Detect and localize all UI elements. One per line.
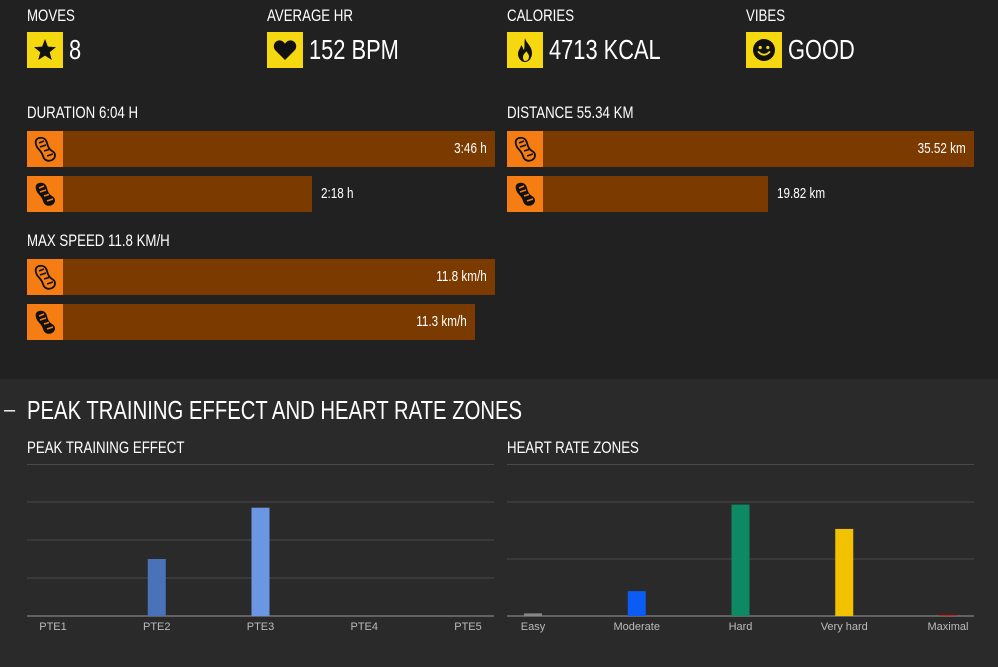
tick-label: Hard [729, 621, 753, 633]
left-footprint-icon [27, 131, 63, 167]
bar-easy[interactable] [524, 613, 542, 616]
tick-label: Maximal [928, 621, 969, 633]
right-footprint-icon [27, 304, 63, 340]
star-icon [27, 31, 63, 68]
bar-pte3[interactable] [251, 507, 270, 616]
bar-moderate[interactable] [627, 591, 646, 616]
tick-label: Easy [521, 621, 546, 633]
duration-bar-right: 2:18 h [27, 176, 354, 212]
stat-label: AVERAGE HR [267, 6, 353, 25]
stat-label: VIBES [746, 6, 786, 25]
bar-hard[interactable] [731, 504, 750, 616]
bar-value: 2:18 h [321, 185, 354, 202]
stat-label: MOVES [27, 6, 75, 25]
stat-label: CALORIES [507, 6, 575, 25]
stat-value: 152 BPM [309, 34, 399, 65]
stat-average-hr: AVERAGE HR 152 BPM [267, 6, 424, 68]
tick-label: PTE2 [143, 621, 171, 633]
right-footprint-icon [27, 176, 63, 212]
collapse-toggle[interactable]: – [4, 399, 16, 421]
chart-title-rule [27, 464, 494, 465]
smiley-icon [746, 31, 782, 68]
distance-bar-right: 19.82 km [507, 176, 825, 212]
max-speed-bar-left: 11.8 km/h [27, 259, 495, 295]
peak-training-effect-chart: PTE1 PTE2 PTE3 PTE4 PTE5 [27, 501, 494, 633]
stat-vibes: VIBES GOOD [746, 6, 874, 68]
distance-label: DISTANCE 55.34 KM [507, 103, 634, 122]
bar-value: 11.8 km/h [436, 268, 487, 285]
bar-pte2[interactable] [147, 559, 166, 616]
tick-label: Moderate [614, 621, 660, 633]
duration-label: DURATION 6:04 H [27, 103, 139, 122]
duration-bar-left: 3:46 h [27, 131, 495, 167]
chart-title-pte: PEAK TRAINING EFFECT [27, 438, 185, 457]
distance-bar-left: 35.52 km [507, 131, 974, 167]
tick-label: PTE4 [350, 621, 378, 633]
stat-value: 4713 KCAL [549, 34, 661, 65]
stat-calories: CALORIES 4713 KCAL [507, 6, 692, 68]
stat-value: 8 [69, 34, 82, 65]
right-footprint-icon [507, 176, 543, 212]
max-speed-label: MAX SPEED 11.8 KM/H [27, 231, 170, 250]
section-title: PEAK TRAINING EFFECT AND HEART RATE ZONE… [27, 395, 523, 425]
tick-label: PTE5 [454, 621, 482, 633]
heart-icon [267, 31, 303, 68]
heart-rate-zones-chart: Easy Moderate Hard Very hard Maximal [507, 501, 974, 633]
bar-very-hard[interactable] [835, 528, 854, 616]
chart-title-hrz: HEART RATE ZONES [507, 438, 639, 457]
left-footprint-icon [507, 131, 543, 167]
training-effect-section: – PEAK TRAINING EFFECT AND HEART RATE ZO… [0, 379, 998, 667]
tick-label: PTE3 [247, 621, 275, 633]
stat-value: GOOD [788, 34, 855, 65]
bar-value: 3:46 h [454, 140, 487, 157]
tick-label: PTE1 [39, 621, 67, 633]
bar-maximal[interactable] [939, 614, 957, 616]
chart-title-rule [507, 464, 974, 465]
bar-value: 11.3 km/h [416, 313, 467, 330]
max-speed-bar-right: 11.3 km/h [27, 304, 475, 340]
bar-value: 35.52 km [917, 140, 966, 157]
flame-icon [507, 31, 543, 68]
tick-label: Very hard [821, 621, 868, 633]
left-footprint-icon [27, 259, 63, 295]
bar-value: 19.82 km [777, 185, 826, 202]
section-header[interactable]: – PEAK TRAINING EFFECT AND HEART RATE ZO… [4, 395, 662, 425]
stat-moves: MOVES 8 [27, 6, 88, 68]
